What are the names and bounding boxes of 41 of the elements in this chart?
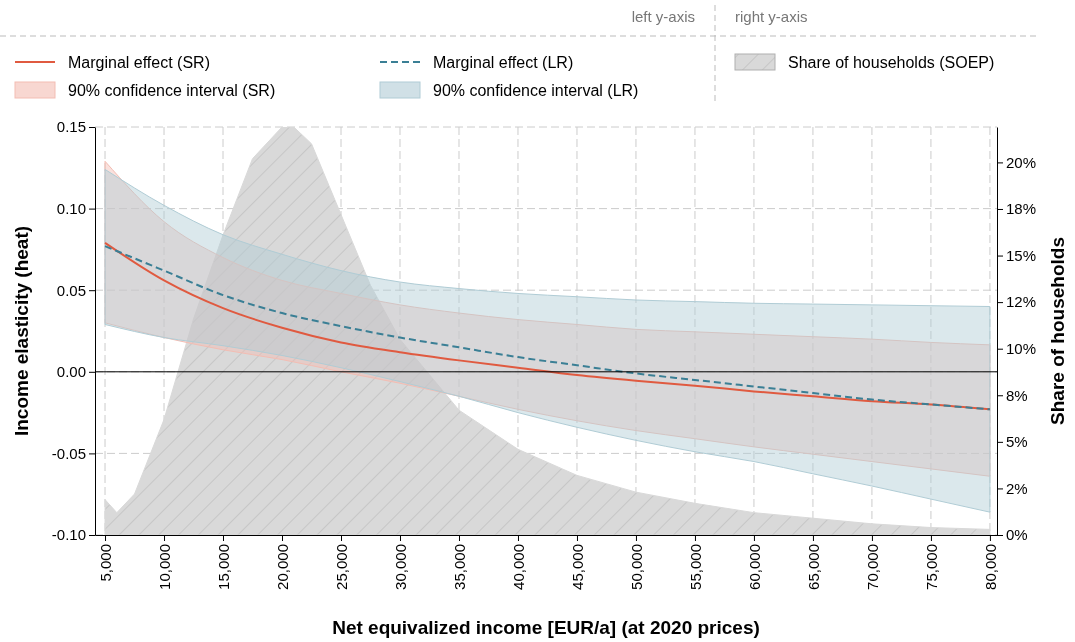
y-tick-label: 0.15 xyxy=(56,118,86,136)
x-tick-label: 20,000 xyxy=(273,544,291,590)
y2-tick-label: 2% xyxy=(1006,479,1028,497)
text: 90% confidence interval (SR) xyxy=(68,81,276,99)
y-tick-label: -0.10 xyxy=(51,526,86,544)
text: left y-axis xyxy=(631,8,695,25)
text: 90% confidence interval (LR) xyxy=(433,81,639,99)
x-tick-label: 65,000 xyxy=(804,544,822,590)
y2-tick-label: 8% xyxy=(1006,386,1028,404)
x-tick-label: 10,000 xyxy=(155,544,173,590)
x-tick-label: 45,000 xyxy=(568,544,586,590)
y2-tick-label: 12% xyxy=(1006,293,1037,311)
x-tick-label: 75,000 xyxy=(922,544,940,590)
x-tick-label: 55,000 xyxy=(686,544,704,590)
y-axis-title: Income elasticity (heat) xyxy=(11,225,32,437)
x-tick-label: 5,000 xyxy=(96,544,114,582)
y-tick-label: 0.00 xyxy=(56,363,86,381)
x-axis-title: Net equivalized income [EUR/a] (at 2020 prices) xyxy=(332,617,760,638)
y2-tick-label: 20% xyxy=(1006,153,1037,171)
legend-label: Marginal effect (SR) xyxy=(68,53,210,71)
x-tick-label: 60,000 xyxy=(745,544,763,590)
y-tick-label: 0.10 xyxy=(56,199,86,217)
x-tick-label: 40,000 xyxy=(509,544,527,590)
text: right y-axis xyxy=(735,8,808,25)
y2-tick-label: 0% xyxy=(1006,526,1028,544)
legend-label: Share of households (SOEP) xyxy=(788,53,995,71)
legend-label: Marginal effect (LR) xyxy=(433,53,574,71)
y2-tick-label: 18% xyxy=(1006,200,1037,218)
y-tick-label: -0.05 xyxy=(51,444,86,462)
x-tick-label: 70,000 xyxy=(863,544,881,590)
x-tick-label: 30,000 xyxy=(391,544,409,590)
y2-tick-label: 10% xyxy=(1006,340,1037,357)
x-tick-label: 35,000 xyxy=(450,544,468,590)
x-tick-label: 15,000 xyxy=(214,544,232,590)
y-tick-label: 0.05 xyxy=(56,281,86,299)
y2-tick-label: 15% xyxy=(1006,246,1037,264)
y2-tick-label: 5% xyxy=(1006,433,1028,451)
x-tick-label: 80,000 xyxy=(981,544,999,590)
y2-axis-title: Share of households xyxy=(1047,237,1068,425)
x-tick-label: 50,000 xyxy=(627,544,645,590)
x-tick-label: 25,000 xyxy=(332,544,350,590)
